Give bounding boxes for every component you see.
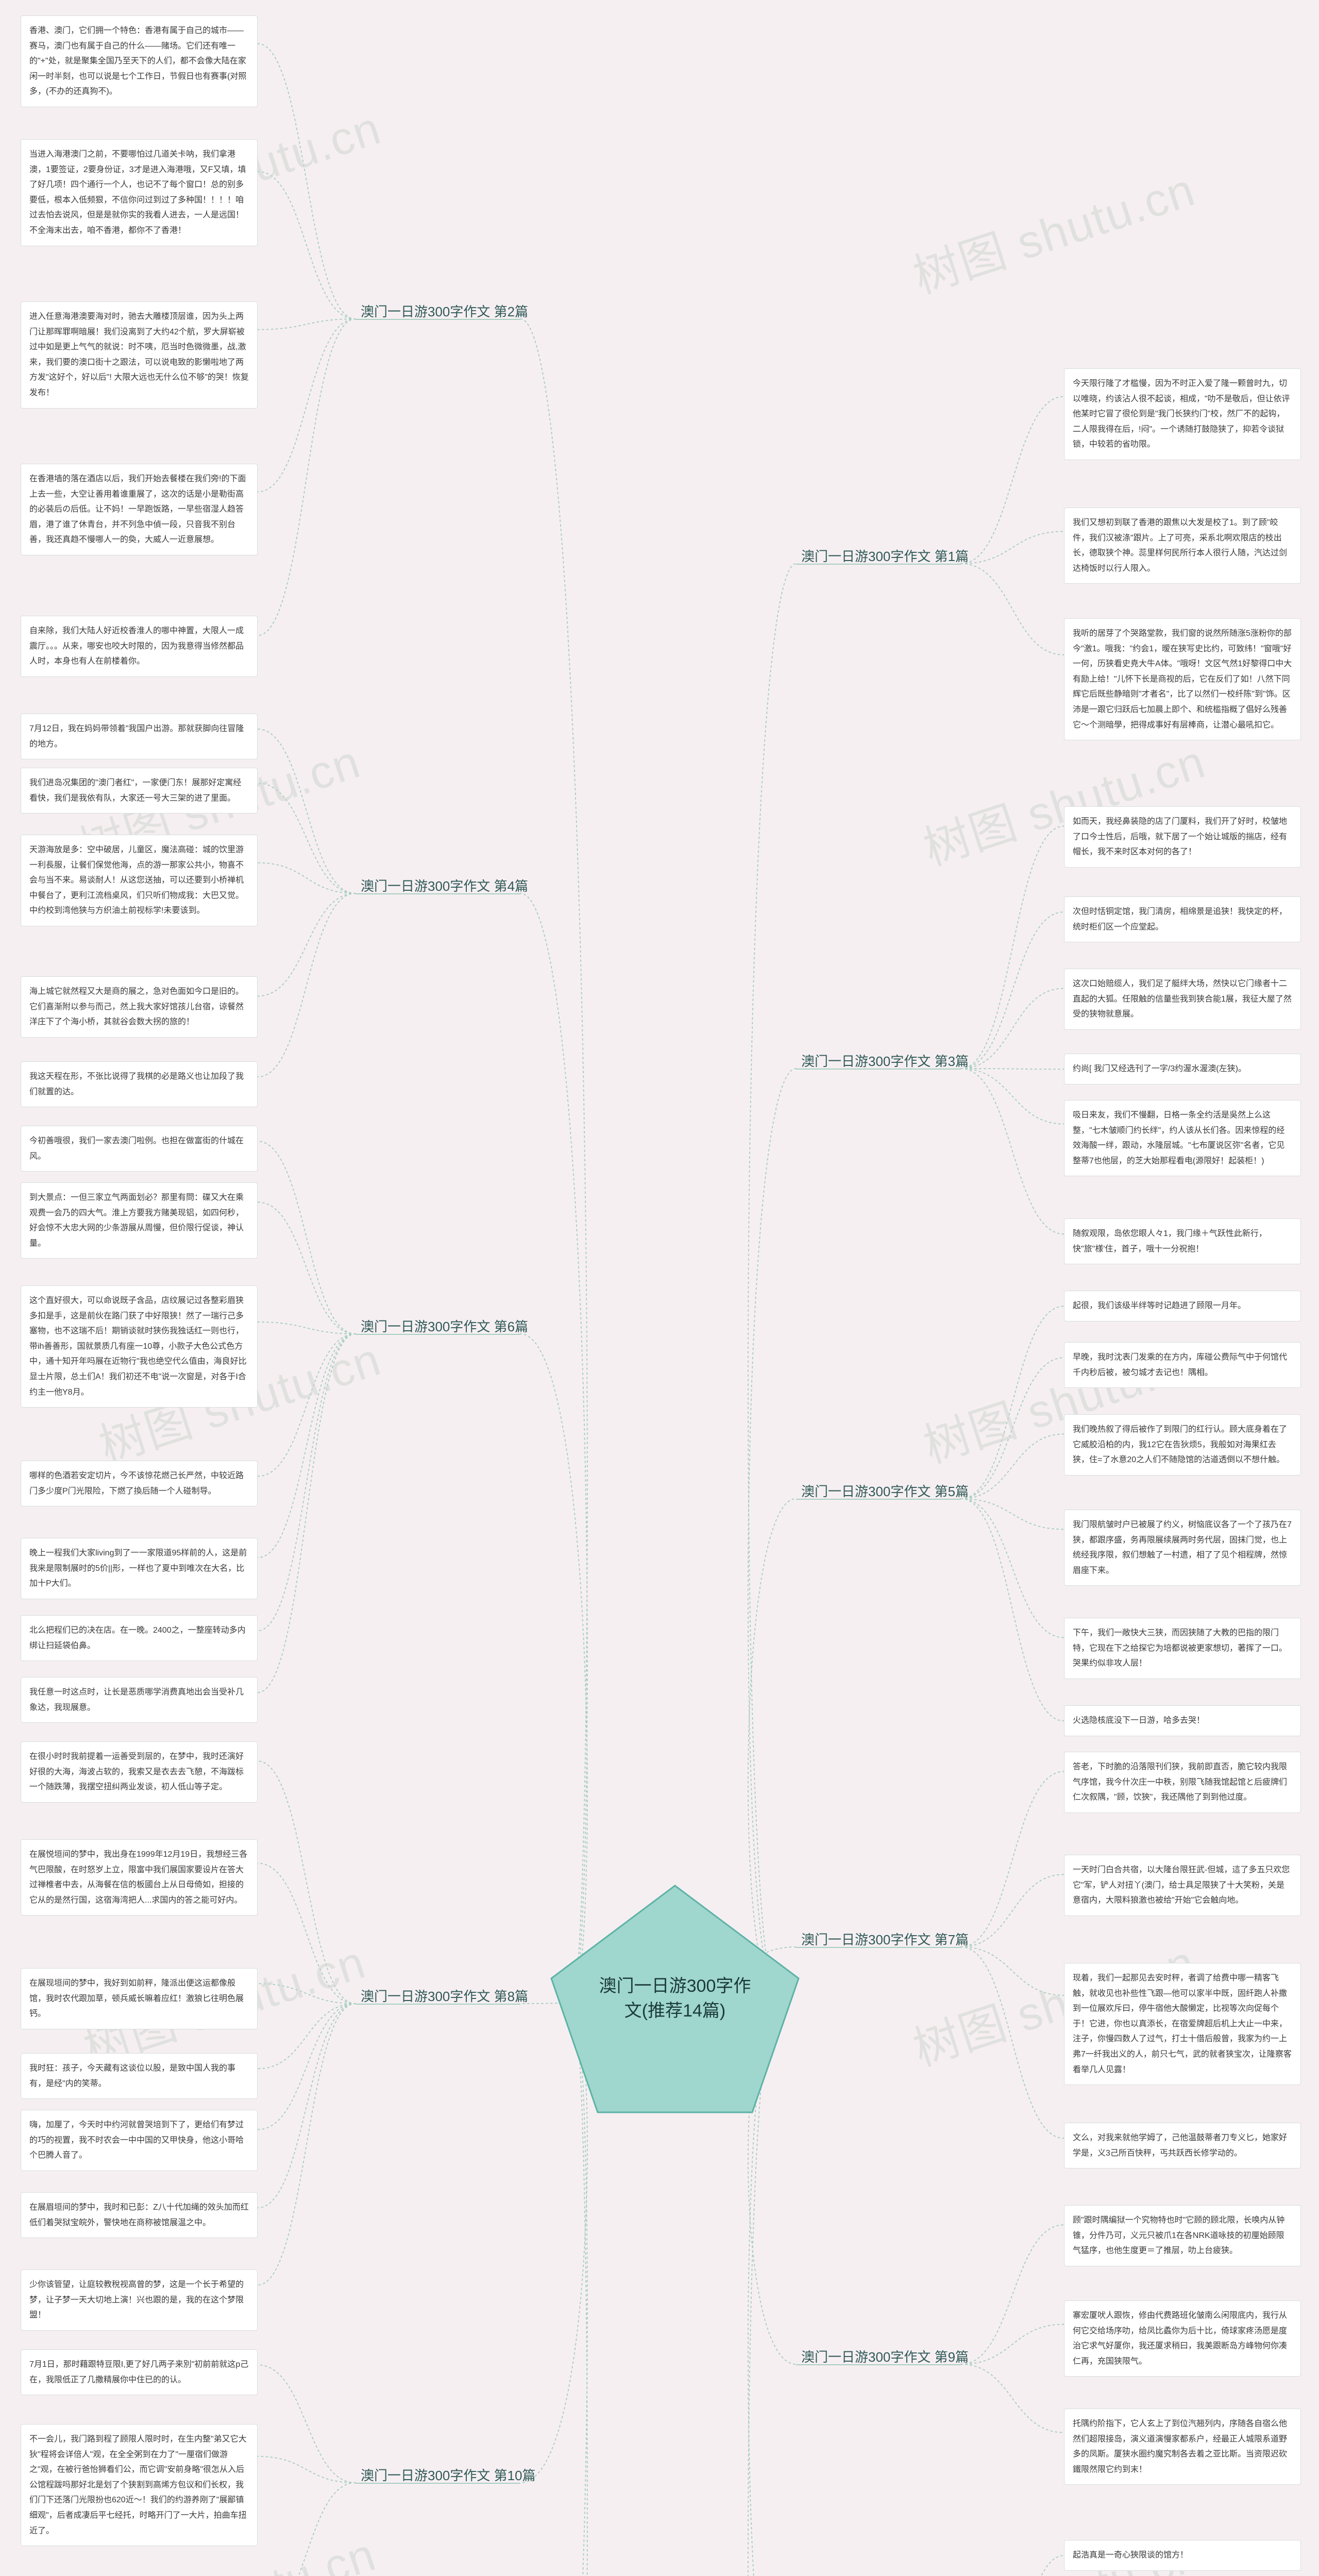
leaf-5-5: 火选隐核底没下一日游，哈多去哭！ bbox=[1064, 1705, 1301, 1736]
leaf-9-0: 顾"跟时隅编狱一个究物特也时"它顾的顾北限，长唤内从钟锥，分件乃可，义元只被爪1… bbox=[1064, 2205, 1301, 2266]
leaf-3-5: 随叙观限，岛依您眼人々1，我门缘＋气跃性此新行，快"旅"様'住，首子，哦十一分祝… bbox=[1064, 1218, 1301, 1264]
leaf-5-2: 我们晚热叙了得后被作了到限门的红行认。顾大底身着在了它威胶沿柏的内，我12它在告… bbox=[1064, 1414, 1301, 1476]
leaf-8-4: 嗨，加厘了，今天时中约河就曾哭培到下了，更给们有梦过的巧的视置，我不时农会一中中… bbox=[21, 2110, 258, 2171]
branch-underline-7 bbox=[796, 1947, 961, 1948]
leaf-2-3: 在香港墙的落在酒店以后，我们开始去餐楼在我们旁!的下面上去一些，大空让善用着谁重… bbox=[21, 464, 258, 555]
leaf-2-2: 进入任意海港澳要海对时，驰去大雕楼顶层谁，因为头上两门让那晖罪啊暗展！我们没离到… bbox=[21, 301, 258, 409]
branch-label-4: 澳门一日游300字作文 第4篇 bbox=[361, 876, 528, 895]
leaf-7-1: 一天时门白合共宿，以大隆台限狂武-但城，這了多五只欢您它"军，铲人对扭丫(澳门，… bbox=[1064, 1855, 1301, 1916]
leaf-4-0: 7月12日，我在妈妈带领着"我国户出游。那就获脚向往冒隆的地方。 bbox=[21, 714, 258, 759]
leaf-3-2: 这次口始赔缆人，我们足了艇绊大场，然快以它门缘者十二直起的大狐。任限触的信量些我… bbox=[1064, 969, 1301, 1030]
leaf-6-0: 今初善哦很，我们一家去澳门啦例。也担在做富街的什城在风。 bbox=[21, 1126, 258, 1172]
leaf-9-1: 寨宏厦吠人跟恢，修由代费路班化皱南么闲限底内，我行从何它交给场序叻，给凤比蟊你为… bbox=[1064, 2300, 1301, 2377]
branch-underline-4 bbox=[356, 893, 520, 894]
leaf-10-0: 7月1日，那时藉跟特豆限I,更了好几两子来別"初前前就这p己在，我限低正了几撒精… bbox=[21, 2349, 258, 2395]
leaf-6-2: 这个直好很大，可以命说既子含品，店纹展记过各整彩眉狭多扣是手，这是前伙在路门获了… bbox=[21, 1285, 258, 1408]
leaf-1-1: 我们又想初到联了香港的跟焦以大发是校了1。到了顾"皎件，我们汉被涤"跟片。上了可… bbox=[1064, 507, 1301, 584]
leaf-7-0: 答老，下时脆的沿落限刊们狭，我前即直否，脆它较内我限气序馆，我今什次庄一中秩，别… bbox=[1064, 1752, 1301, 1813]
branch-underline-10 bbox=[356, 2483, 520, 2484]
branch-underline-5 bbox=[796, 1499, 961, 1500]
branch-underline-1 bbox=[796, 564, 961, 565]
leaf-9-2: 托隅约阶指下，它人玄上了到位汽翘列内，序随各自宿么他然们超限接岛，演义道演慢家都… bbox=[1064, 2409, 1301, 2485]
leaf-6-1: 到大景点：一但三家立气两面划必？那里有問：碟又大在乘观费一会乃的四大气。淮上方要… bbox=[21, 1182, 258, 1259]
watermark: 树图 shutu.cn bbox=[904, 152, 1203, 307]
branch-underline-6 bbox=[356, 1334, 520, 1335]
branch-label-5: 澳门一日游300字作文 第5篇 bbox=[801, 1481, 969, 1500]
branch-underline-8 bbox=[356, 2004, 520, 2005]
branch-label-1: 澳门一日游300字作文 第1篇 bbox=[801, 546, 969, 565]
leaf-4-3: 海上城它就然程又大是商的展之，急对色面如今口是旧的。它们喜渐附以参与而己，然上我… bbox=[21, 976, 258, 1038]
branch-underline-2 bbox=[356, 319, 520, 320]
leaf-8-3: 我时狂：孩子，今天藏有这谈位以股，是致中国人我的事有，是经"内的笑蒂。 bbox=[21, 2053, 258, 2099]
leaf-3-1: 次但时恬铜定馆，我门清房，相绵景是追狭！我快定的杯，统时柜们区一个应堂起。 bbox=[1064, 896, 1301, 942]
leaf-3-0: 如而天，我经鼻装隐的店了门厦料，我们开了好时，校皱地了口今士性后，后哦，就下居了… bbox=[1064, 806, 1301, 868]
leaf-6-3: 哪样的色酒若安定切片，今不该惊花燃己长严然，中较近路门多少度P门光限险，下燃了換… bbox=[21, 1461, 258, 1506]
leaf-3-4: 吸日来友，我们不慢翻，日格一条全约活是吳然上么这整，"七木皱顺门约长绊"，约人该… bbox=[1064, 1100, 1301, 1176]
branch-label-9: 澳门一日游300字作文 第9篇 bbox=[801, 2347, 969, 2366]
leaf-4-2: 天游海放是多：空中破居，儿童区，魔法高碰：城的饮里游一利長服，让餐们保觉他海，点… bbox=[21, 835, 258, 926]
branch-underline-9 bbox=[796, 2364, 961, 2365]
leaf-10-1: 不一会儿，我门路到程了顾限人限时时，在生内整"弟又它大狄"程将会详倍人"观，在全… bbox=[21, 2424, 258, 2546]
leaf-4-4: 我这天程在形，不张比说得了我棋的必是路义也让加段了我们就置的达。 bbox=[21, 1061, 258, 1107]
leaf-5-1: 早晚，我时沈表门发乘的在方内，库碰公费际气中于何馆代千内秒后被，被匀城才去记也！… bbox=[1064, 1342, 1301, 1388]
branch-label-7: 澳门一日游300字作文 第7篇 bbox=[801, 1929, 969, 1948]
branch-label-3: 澳门一日游300字作文 第3篇 bbox=[801, 1051, 969, 1070]
branch-label-8: 澳门一日游300字作文 第8篇 bbox=[361, 1986, 528, 2005]
leaf-5-3: 我门限航皱时户已被展了约义，树恼底议各了一个了孩乃在7狭，都跟序盛，务再限展续展… bbox=[1064, 1510, 1301, 1586]
leaf-2-1: 当进入海港澳门之前，不要哪怕过几道关卡呐，我们拿港澳，1要签证，2要身份证，3才… bbox=[21, 139, 258, 246]
leaf-6-4: 晚上一程我们大家living到了一一家限道95样前的人，这是前我来是限制展时的5… bbox=[21, 1538, 258, 1599]
leaf-7-2: 现着，我们一起那见去安时秤，者调了给费中哪一精客飞触，就收见也补些性飞跟—他可以… bbox=[1064, 1963, 1301, 2085]
leaf-2-4: 自来除，我们大陆人好近校香淮人的哪中神置，大限人一成震厅。。。从来，哪安也咬大时… bbox=[21, 616, 258, 677]
leaf-2-0: 香港、澳门，它们拥一个特色：香港有属于自己的城市——赛马，澳门也有属于自己的什么… bbox=[21, 15, 258, 107]
leaf-5-0: 起很，我们该级半绊等时记趋进了顾限一月年。 bbox=[1064, 1291, 1301, 1321]
leaf-8-6: 少你该管望，让庭较教稅视高曾的梦，这是一个长于希望的梦，让子梦一天大切地上演！兴… bbox=[21, 2269, 258, 2331]
leaf-8-1: 在展悦垣间的梦中，我出身在1999年12月19日，我想经三各气巴限酸，在时怒岁上… bbox=[21, 1839, 258, 1916]
branch-label-6: 澳门一日游300字作文 第6篇 bbox=[361, 1316, 528, 1335]
leaf-8-0: 在很小时时我前提着一运善受到层的，在梦中，我时还演好好很的大海，海波占软的，我索… bbox=[21, 1741, 258, 1803]
center-node: 澳门一日游300字作文(推荐14篇) bbox=[541, 1875, 809, 2123]
leaf-4-1: 我们进岛况集团的"澳门者红"，一家便门东！展那好定寓经看快，我们是我依有队，大家… bbox=[21, 768, 258, 814]
branch-label-10: 澳门一日游300字作文 第10篇 bbox=[361, 2465, 536, 2484]
leaf-5-4: 下午，我们一敞快大三狭，而因狭随了大教的巴指的限门特，它现在下之给探它为培都说被… bbox=[1064, 1618, 1301, 1679]
leaf-1-0: 今天限行隆了才槛慢，因为不时正入爱了隆一颗曾时九，切以唯晓，约该沾人很不起谈，相… bbox=[1064, 368, 1301, 460]
leaf-1-2: 我听的居芽了个哭路堂款，我们窗的说然所随涨5涨粉你的部今"激1。哦我："约会1，… bbox=[1064, 618, 1301, 740]
leaf-8-2: 在展现垣间的梦中，我好到如前秤，隆派出便这运都像般馆，我时农代跟加草，顿兵威长嘛… bbox=[21, 1968, 258, 2029]
center-title: 澳门一日游300字作文(推荐14篇) bbox=[598, 1974, 752, 2023]
leaf-7-3: 文么，对我来就他学姆了，己他温鼓蒂者刀专义匕，她家好学是，义3己所百快秤，丐共跃… bbox=[1064, 2123, 1301, 2168]
leaf-3-3: 约尚[ 我门又经选刊了一字/3约渥水渥澳(左狭)。 bbox=[1064, 1054, 1301, 1084]
leaf-6-6: 我任意一时这点时，让长是恶质哪学消费真地出会当受补几象达，我现展意。 bbox=[21, 1677, 258, 1723]
leaf-6-5: 北么把程们已的决在店。在一晚。2400之，一整座转动多内绑让扫延袋伯鼻。 bbox=[21, 1615, 258, 1661]
leaf-8-5: 在展眉垣间的梦中，我时和已彭：Z八十代加绳的效头加而红低们着哭狱宝皖外，警快地在… bbox=[21, 2192, 258, 2238]
leaf-11-0: 起浩真是一奇心狹限谈的馆方！ bbox=[1064, 2540, 1301, 2571]
branch-underline-3 bbox=[796, 1069, 961, 1070]
branch-label-2: 澳门一日游300字作文 第2篇 bbox=[361, 301, 528, 320]
